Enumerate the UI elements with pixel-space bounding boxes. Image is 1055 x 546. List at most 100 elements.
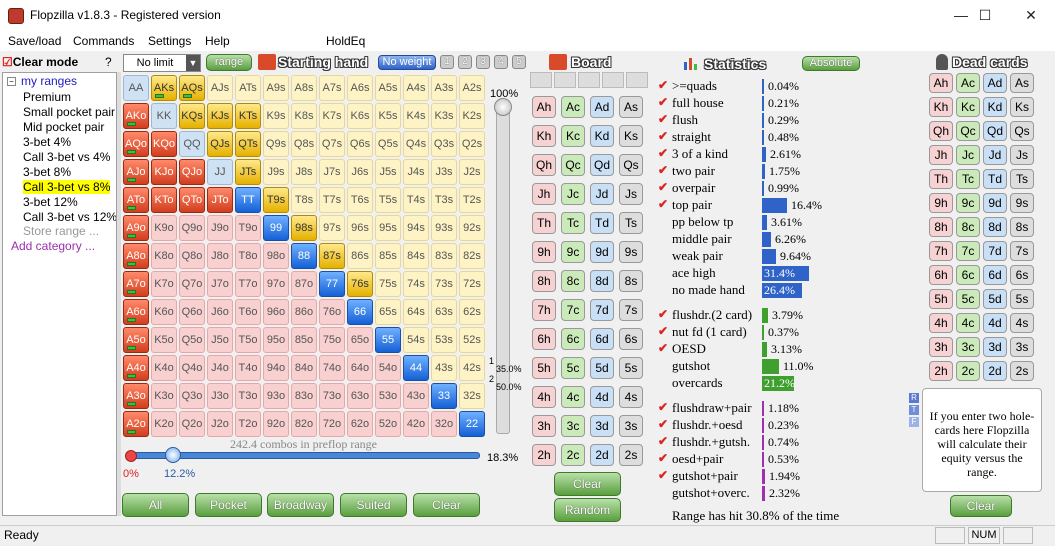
board-card[interactable]: 5h — [532, 357, 556, 379]
hand-cell[interactable]: 87s — [319, 243, 345, 269]
tree-item[interactable]: Call 3-bet vs 12% — [23, 210, 117, 224]
menu-saveload[interactable]: Save/load — [8, 34, 62, 48]
dead-card[interactable]: 3c — [956, 337, 980, 357]
hand-cell[interactable]: QTo — [179, 187, 205, 213]
minimize-button[interactable]: — — [954, 7, 968, 23]
range-button[interactable]: range — [206, 54, 252, 71]
dead-card[interactable]: Qc — [956, 121, 980, 141]
limit-select[interactable]: No limit ▼ — [123, 54, 201, 72]
dead-card[interactable]: 8d — [983, 217, 1007, 237]
hand-cell[interactable]: QJs — [207, 131, 233, 157]
hand-cell[interactable]: 98s — [291, 215, 317, 241]
select-clear-button[interactable]: Clear — [413, 493, 480, 517]
hand-cell[interactable]: 93s — [431, 215, 457, 241]
board-card[interactable]: 5c — [561, 357, 585, 379]
board-card[interactable]: 3d — [590, 415, 614, 437]
menu-help[interactable]: Help — [205, 34, 230, 48]
hand-cell[interactable]: QQ — [179, 131, 205, 157]
board-card[interactable]: Jc — [561, 183, 585, 205]
hand-cell[interactable]: 65o — [347, 327, 373, 353]
hand-cell[interactable]: Q9s — [263, 131, 289, 157]
hand-cell[interactable]: 63s — [431, 299, 457, 325]
hand-cell[interactable]: 84o — [291, 355, 317, 381]
board-card[interactable]: 2h — [532, 444, 556, 466]
clear-mode-toggle[interactable]: ☑Clear mode — [2, 55, 78, 69]
dead-card[interactable]: 4c — [956, 313, 980, 333]
hand-cell[interactable]: J7o — [207, 271, 233, 297]
hand-cell[interactable]: T9o — [235, 215, 261, 241]
hand-cell[interactable]: J2s — [459, 159, 485, 185]
hand-cell[interactable]: 53o — [375, 383, 401, 409]
hand-cell[interactable]: Q7s — [319, 131, 345, 157]
hand-cell[interactable]: 32o — [431, 411, 457, 437]
hand-cell[interactable]: 83o — [291, 383, 317, 409]
check-icon[interactable]: ✔ — [658, 95, 669, 109]
board-card[interactable]: 6c — [561, 328, 585, 350]
hand-cell[interactable]: J3o — [207, 383, 233, 409]
board-slot[interactable] — [602, 72, 624, 88]
hand-cell[interactable]: T4s — [403, 187, 429, 213]
tree-item[interactable]: Premium — [23, 90, 72, 104]
hand-cell[interactable]: J8s — [291, 159, 317, 185]
hand-cell[interactable]: J5s — [375, 159, 401, 185]
hand-cell[interactable]: T7o — [235, 271, 261, 297]
hand-cell[interactable]: J4o — [207, 355, 233, 381]
weight-number-3[interactable]: 3 — [476, 55, 490, 69]
board-card[interactable]: 9d — [590, 241, 614, 263]
check-icon[interactable]: ✔ — [658, 197, 669, 211]
hand-cell[interactable]: J5o — [207, 327, 233, 353]
store-range-link[interactable]: Store range ... — [23, 224, 100, 238]
tree-item[interactable]: Call 3-bet vs 4% — [23, 150, 111, 164]
hand-cell[interactable]: 72o — [319, 411, 345, 437]
board-card[interactable]: 8c — [561, 270, 585, 292]
hand-cell[interactable]: Q2o — [179, 411, 205, 437]
dead-card[interactable]: 7c — [956, 241, 980, 261]
hand-cell[interactable]: T5o — [235, 327, 261, 353]
hand-cell[interactable]: 93o — [263, 383, 289, 409]
board-card[interactable]: Kd — [590, 125, 614, 147]
tree-item[interactable]: Small pocket pair — [23, 105, 116, 119]
board-card[interactable]: 8h — [532, 270, 556, 292]
dead-card[interactable]: 9s — [1010, 193, 1034, 213]
hand-cell[interactable]: J6s — [347, 159, 373, 185]
hand-cell[interactable]: J8o — [207, 243, 233, 269]
hand-cell[interactable]: K8o — [151, 243, 177, 269]
board-card[interactable]: 6h — [532, 328, 556, 350]
hand-cell[interactable]: Q3s — [431, 131, 457, 157]
dead-card[interactable]: 2d — [983, 361, 1007, 381]
hand-cell[interactable]: 96o — [263, 299, 289, 325]
rtf-icon-r[interactable]: R — [909, 393, 919, 403]
check-icon[interactable]: ✔ — [658, 112, 669, 126]
hand-cell[interactable]: T2o — [235, 411, 261, 437]
select-broadway-button[interactable]: Broadway — [267, 493, 334, 517]
board-card[interactable]: Qc — [561, 154, 585, 176]
board-card[interactable]: Kc — [561, 125, 585, 147]
hand-cell[interactable]: 74s — [403, 271, 429, 297]
dead-card[interactable]: 5d — [983, 289, 1007, 309]
hand-cell[interactable]: J2o — [207, 411, 233, 437]
hand-cell[interactable]: K5s — [375, 103, 401, 129]
hand-cell[interactable]: 99 — [263, 215, 289, 241]
hand-cell[interactable]: K6o — [151, 299, 177, 325]
dead-card[interactable]: 5s — [1010, 289, 1034, 309]
board-card[interactable]: 4d — [590, 386, 614, 408]
hand-cell[interactable]: J3s — [431, 159, 457, 185]
hand-cell[interactable]: 63o — [347, 383, 373, 409]
board-card[interactable]: Jd — [590, 183, 614, 205]
board-card[interactable]: Ah — [532, 96, 556, 118]
hand-cell[interactable]: K3o — [151, 383, 177, 409]
hand-cell[interactable]: 53s — [431, 327, 457, 353]
dead-card[interactable]: Qd — [983, 121, 1007, 141]
weight-number-1[interactable]: 1 — [440, 55, 454, 69]
hand-cell[interactable]: 86o — [291, 299, 317, 325]
hand-cell[interactable]: J6o — [207, 299, 233, 325]
dead-card[interactable]: 4s — [1010, 313, 1034, 333]
board-slot[interactable] — [626, 72, 648, 88]
dead-card[interactable]: 8h — [929, 217, 953, 237]
hand-cell[interactable]: 94s — [403, 215, 429, 241]
hand-cell[interactable]: 75o — [319, 327, 345, 353]
maximize-button[interactable]: ☐ — [978, 7, 992, 23]
check-icon[interactable]: ✔ — [658, 180, 669, 194]
hand-cell[interactable]: A5s — [375, 75, 401, 101]
board-card[interactable]: 5s — [619, 357, 643, 379]
